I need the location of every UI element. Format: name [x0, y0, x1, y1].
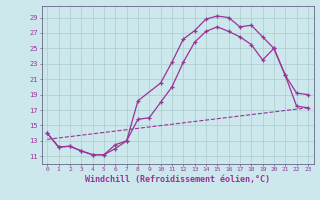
X-axis label: Windchill (Refroidissement éolien,°C): Windchill (Refroidissement éolien,°C)	[85, 175, 270, 184]
